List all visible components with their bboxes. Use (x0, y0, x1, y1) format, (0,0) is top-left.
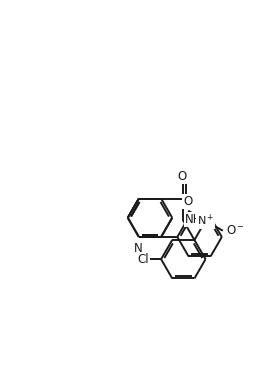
Text: N: N (133, 242, 142, 255)
Text: N$^+$: N$^+$ (197, 213, 214, 229)
Text: O: O (184, 195, 193, 208)
Text: O: O (178, 170, 187, 183)
Text: Cl: Cl (138, 253, 149, 266)
Text: NH: NH (185, 213, 203, 226)
Text: O$^-$: O$^-$ (225, 224, 245, 237)
